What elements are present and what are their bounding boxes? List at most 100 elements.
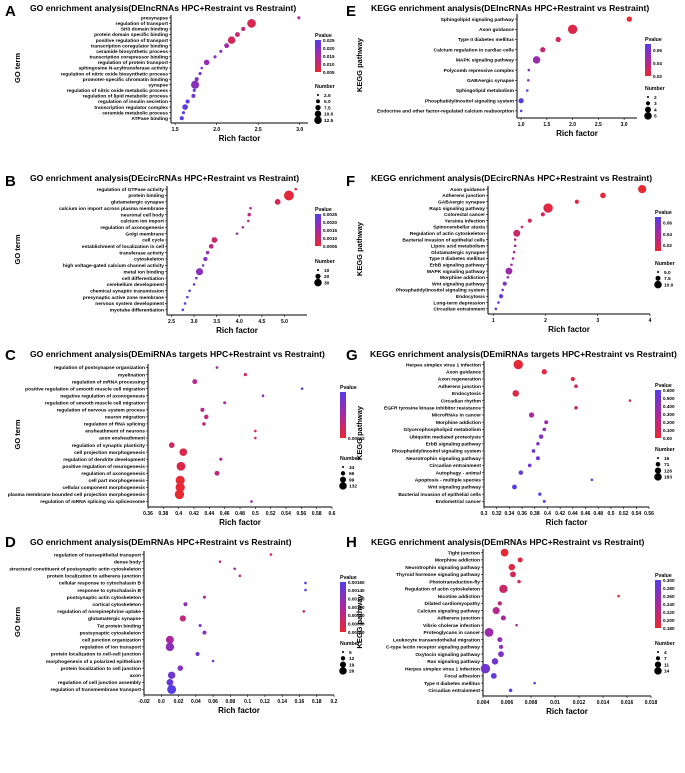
- pvalue-tick-label: 0.0025: [323, 212, 337, 217]
- data-point-morphine-addiction: [506, 276, 510, 279]
- x-tick-label: 2.0: [569, 122, 576, 128]
- category-label: regulation of GTPase activity: [97, 187, 165, 193]
- data-point-rap1-signaling-pathway: [543, 203, 553, 213]
- data-point-type-ii-diabetes-mellitus: [511, 257, 515, 260]
- panel-f: F KEGG enrichment analysis(DEcircRNAs HPC…: [346, 173, 675, 334]
- number-legend-label: 7.5: [324, 105, 331, 111]
- x-tick-label: 0.42: [189, 511, 199, 517]
- number-legend-dot: [316, 93, 320, 97]
- category-label: cytoskeleton: [134, 257, 164, 263]
- x-tick-label: 3.0: [191, 319, 198, 325]
- data-point-bacterial-invasion-of-epithelial-cells: [538, 492, 542, 496]
- data-point-synapse: [191, 80, 200, 89]
- data-point-adherens-junction: [600, 192, 606, 199]
- data-point-calcium-ion-import-across-plasma-membrane: [249, 206, 252, 210]
- number-legend-label: 2.5: [324, 93, 331, 99]
- panel-label: D: [5, 534, 16, 551]
- category-label: Regulation of actin cytoskeleton: [410, 231, 485, 237]
- category-label: cellular component morphogenesis: [62, 485, 145, 491]
- x-tick-label: 0.6: [329, 511, 336, 517]
- x-tick-label: 0.32: [492, 511, 502, 517]
- pvalue-tick-label: 0.100: [663, 428, 675, 433]
- panel-label: B: [5, 173, 16, 190]
- category-label: regulation of synaptic plasticity: [72, 443, 146, 449]
- category-label: ErbB signaling pathway: [430, 262, 486, 268]
- number-legend-dot: [654, 661, 662, 668]
- x-tick-label: 0.38: [530, 511, 540, 517]
- number-legend-label: 66: [349, 471, 355, 477]
- data-point-high-voltage-gated-calcium-channel-activity: [201, 264, 205, 267]
- number-legend-title: Number: [655, 261, 675, 267]
- data-points: [494, 185, 647, 311]
- x-axis-label: Rich factor: [556, 129, 598, 138]
- data-point-type-ii-diabetes-mellitus: [555, 36, 561, 43]
- data-point-regulation-of-cell-junction-assembly: [166, 678, 174, 686]
- data-point-endocrine-and-other-factor-regulated-calcium-reabsorption: [519, 109, 523, 113]
- number-legend-label: 10.0: [664, 282, 674, 288]
- pvalue-legend-title: Pvalue: [655, 383, 672, 389]
- category-label: cell cycle: [142, 238, 164, 244]
- category-label: postsynaptic cytoskeleton: [80, 630, 141, 636]
- data-point-polycomb-repressive-complex: [527, 68, 531, 72]
- data-point-presynapse: [297, 16, 301, 20]
- data-point-herpes-simplex-virus-1-infection: [513, 359, 523, 370]
- number-legend-dot: [655, 275, 661, 281]
- category-label: plasma membrane bounded cell projection …: [8, 492, 146, 498]
- axes: regulation of transepithelial transportd…: [9, 551, 338, 705]
- number-legend-label: 11: [664, 662, 669, 668]
- data-point-cell-junction-organization: [165, 635, 174, 644]
- y-axis-label: KEGG pathway: [355, 594, 364, 649]
- category-label: Axon regeneration: [438, 377, 481, 383]
- chart-title: GO enrichment analysis(DEmiRNAs targets …: [30, 349, 325, 359]
- data-point-c-type-lectin-receptor-signaling-pathway: [498, 644, 504, 650]
- category-label: regulation of nitric oxide biosynthetic …: [61, 71, 169, 77]
- data-point-regulation-of-nervous-system-process: [200, 407, 205, 412]
- category-label: Yersinia infection: [445, 218, 486, 224]
- category-label: morphogenesis of a polarized epithelium: [46, 659, 142, 665]
- pvalue-tick-label: 0.00040: [348, 630, 365, 635]
- category-label: Neurotrophin signaling pathway: [405, 565, 480, 571]
- data-point-leukocyte-transendothelial-migration: [497, 637, 503, 643]
- pvalue-tick-label: 0.02: [663, 243, 672, 248]
- category-label: regulation of RNA splicing: [84, 422, 145, 428]
- data-point-postsynaptic-cytoskeleton: [202, 630, 207, 635]
- pvalue-colorbar: [340, 582, 346, 632]
- data-point-regulation-of-smooth-muscle-cell-migration: [223, 401, 227, 405]
- pvalue-colorbar: [315, 214, 321, 246]
- data-point-adherens-junction: [574, 384, 578, 389]
- category-label: ATPase binding: [131, 116, 168, 122]
- data-point-transcription-regulator-complex: [182, 104, 188, 110]
- y-axis-label: GO term: [13, 607, 22, 637]
- x-tick-label: 0.54: [631, 511, 641, 517]
- category-label: regulation of smooth muscle cell migrati…: [45, 400, 145, 406]
- category-label: transferase activity: [119, 250, 164, 256]
- pvalue-colorbar: [315, 40, 321, 72]
- data-points: [518, 16, 632, 113]
- data-point-cytoskeleton: [203, 256, 208, 262]
- category-label: Wnt signaling pathway: [428, 485, 481, 491]
- data-point-positive-regulation-of-smooth-muscle-cell-migration: [300, 387, 304, 390]
- category-label: protein localization to adherens junctio…: [47, 574, 141, 580]
- x-axis-label: Rich factor: [546, 707, 588, 716]
- x-tick-label: 2.0: [213, 127, 220, 133]
- x-tick-label: 1.0: [518, 122, 525, 128]
- x-tick-label: 0.54: [281, 511, 291, 517]
- panel-b: B GO enrichment analysis(DEcircRNAs HPC+R…: [5, 173, 337, 335]
- data-point-endometrial-cancer: [542, 499, 546, 503]
- data-point-ensheathment-of-neurons: [254, 429, 257, 433]
- data-point-protein-localization-to-cell-junction: [177, 665, 184, 671]
- pvalue-legend-title: Pvalue: [315, 33, 332, 39]
- data-point-myelination: [243, 372, 247, 377]
- number-legend-label: 10.0: [324, 112, 334, 118]
- x-tick-label: 4.5: [258, 319, 265, 325]
- data-point-ceramide-biosynthetic-process: [219, 49, 223, 53]
- data-points: [179, 16, 301, 121]
- data-points: [168, 366, 304, 503]
- number-legend-label: 5: [654, 114, 657, 120]
